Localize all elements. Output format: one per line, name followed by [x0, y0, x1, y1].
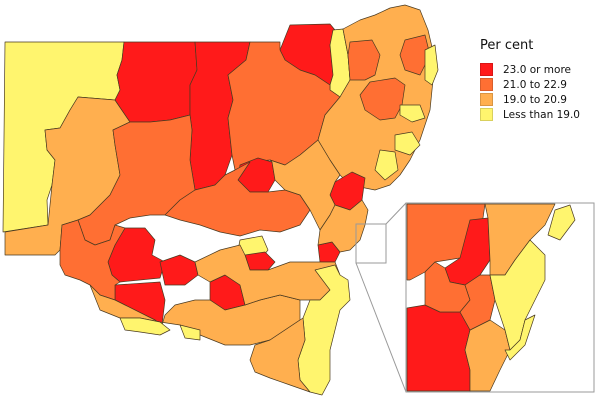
region-riverina-red-5	[244, 251, 276, 271]
region-south-yellow-1	[119, 317, 171, 336]
region-inset-yellow-coast	[504, 314, 536, 361]
legend-label: 21.0 to 22.9	[503, 78, 567, 91]
region-coast-yellow-2	[399, 104, 426, 123]
region-south-west-orange	[59, 219, 126, 301]
legend-label: 23.0 or more	[503, 63, 571, 76]
region-south-east-light	[249, 317, 311, 393]
legend-label: Less than 19.0	[503, 108, 580, 121]
legend-swatch-red	[480, 63, 493, 76]
legend: Per cent 23.0 or more 21.0 to 22.9 19.0 …	[480, 38, 580, 122]
main-map-regions	[2, 4, 439, 396]
inset-reference-box	[355, 223, 387, 264]
region-ne-orange-3	[399, 34, 431, 76]
region-coast-yellow-1	[424, 44, 439, 86]
legend-swatch-light-orange	[480, 93, 493, 106]
region-south-coast-yellow	[297, 264, 351, 396]
inset-frame	[405, 202, 595, 393]
region-inset-orange-3	[459, 274, 496, 331]
region-inset-nw-orange	[406, 203, 486, 281]
legend-label: 19.0 to 20.9	[503, 93, 567, 106]
region-inset-light-2	[464, 319, 511, 392]
region-south-yellow-2	[179, 324, 201, 341]
legend-item-21-to-22-9: 21.0 to 22.9	[480, 77, 580, 92]
inset-map-regions	[406, 203, 594, 392]
region-north-west-red	[114, 41, 198, 123]
region-coast-yellow-3	[394, 131, 421, 156]
inset-connector-top	[385, 202, 407, 225]
legend-swatch-dark-orange	[480, 78, 493, 91]
region-inset-sw-red	[406, 304, 471, 392]
legend-item-19-to-20-9: 19.0 to 20.9	[480, 92, 580, 107]
region-inset-yellow-ne	[547, 204, 576, 241]
legend-title: Per cent	[480, 38, 534, 53]
region-ne-orange-2	[359, 77, 406, 121]
legend-item-23-or-more: 23.0 or more	[480, 62, 580, 77]
inset-connector-lines	[355, 202, 407, 393]
region-riverina-red-3	[159, 254, 199, 286]
region-new-england-orange	[347, 39, 381, 81]
legend-swatch-yellow	[480, 108, 493, 121]
region-coast-yellow-4	[374, 149, 399, 181]
inset-connector-bottom	[355, 262, 407, 393]
legend-item-less-than-19: Less than 19.0	[480, 107, 580, 122]
